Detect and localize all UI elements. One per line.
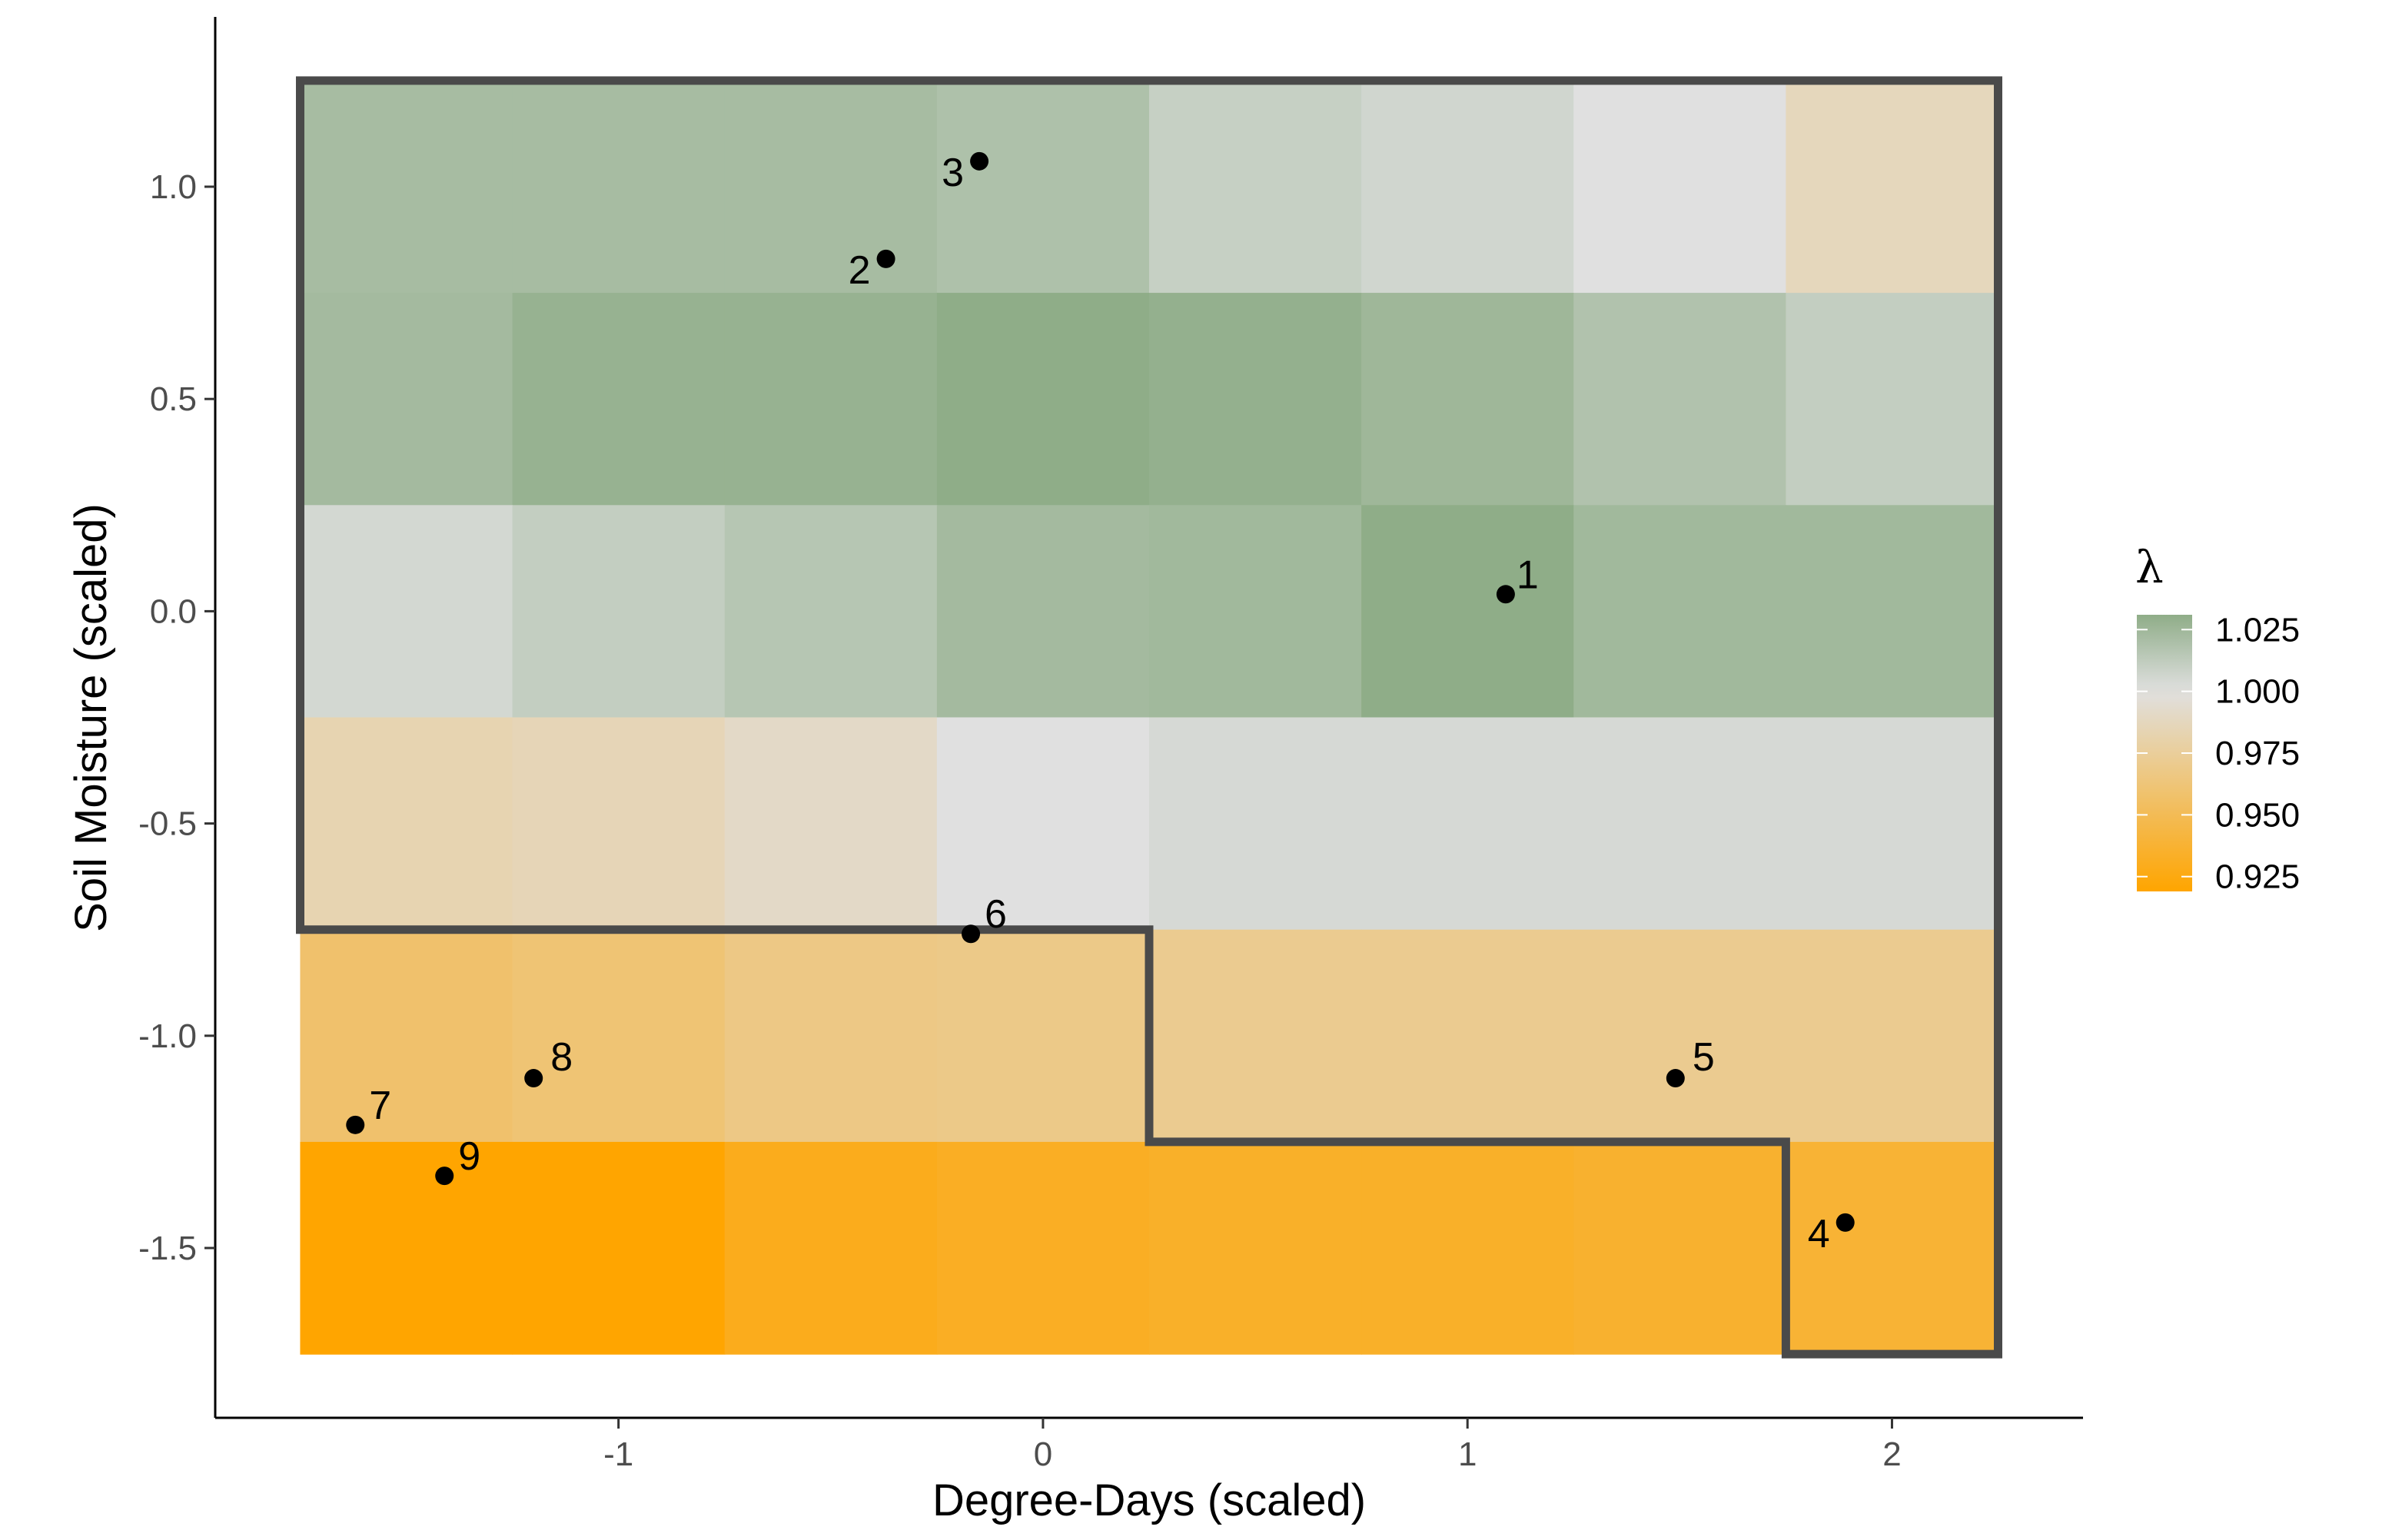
heatmap-tile: [936, 505, 1150, 719]
point-label: 6: [985, 892, 1007, 937]
heatmap-tile: [512, 80, 726, 294]
heatmap-tile: [724, 929, 938, 1143]
heatmap-tile: [300, 80, 513, 294]
point-label: 4: [1808, 1212, 1830, 1256]
heatmap-tile: [1573, 717, 1787, 931]
heatmap-tile: [512, 717, 726, 931]
y-tick-label: 1.0: [150, 168, 197, 206]
heatmap-tile: [512, 1141, 726, 1355]
point-label: 5: [1693, 1035, 1715, 1080]
heatmap-tile: [1361, 1141, 1574, 1355]
x-tick-label: 0: [1034, 1435, 1052, 1473]
heatmap-tile: [1573, 929, 1787, 1143]
heatmap-tile: [300, 929, 513, 1143]
heatmap-tile: [1786, 80, 1999, 294]
point-label: 2: [849, 248, 871, 293]
heatmap-tile: [300, 505, 513, 719]
heatmap-tile: [724, 293, 938, 506]
x-axis-title: Degree-Days (scaled): [932, 1475, 1366, 1525]
data-point: [1666, 1069, 1685, 1088]
region-boundary: [296, 76, 2002, 1359]
data-point: [346, 1115, 365, 1134]
point-label: 9: [458, 1134, 480, 1179]
heatmap-tile: [1149, 80, 1362, 294]
y-axis-title: Soil Moisture (scaled): [66, 503, 116, 932]
data-point: [1496, 585, 1515, 604]
heatmap-tile: [936, 929, 1150, 1143]
heatmap-tile: [936, 293, 1150, 506]
heatmap-tile: [936, 717, 1150, 931]
point-label: 8: [550, 1035, 573, 1080]
heatmap-tile: [1149, 929, 1362, 1143]
heatmap-tile: [1786, 929, 1999, 1143]
heatmap-tile: [300, 1141, 513, 1355]
legend-title: λ: [2135, 541, 2164, 593]
heatmap-tile: [300, 717, 513, 931]
x-tick-label: -1: [603, 1435, 633, 1473]
heatmap-tile: [724, 80, 938, 294]
data-point: [970, 151, 989, 171]
x-tick-label: 2: [1882, 1435, 1901, 1473]
point-label: 3: [942, 151, 964, 195]
legend-label: 0.925: [2215, 858, 2300, 896]
heatmap-tile: [1573, 293, 1787, 506]
data-point: [435, 1167, 454, 1186]
heatmap-tile: [936, 80, 1150, 294]
heatmap-tile: [1361, 293, 1574, 506]
data-point: [1836, 1213, 1855, 1232]
heatmap-tiles: [300, 80, 1999, 1355]
heatmap-tile: [1786, 293, 1999, 506]
heatmap-tile: [1786, 505, 1999, 719]
legend-label: 0.950: [2215, 796, 2300, 834]
legend-label: 0.975: [2215, 735, 2300, 772]
data-point: [962, 924, 981, 944]
heatmap-tile: [936, 1141, 1150, 1355]
heatmap-tile: [1573, 505, 1787, 719]
x-tick-label: 1: [1458, 1435, 1477, 1473]
heatmap-tile: [1149, 717, 1362, 931]
y-tick-label: 0.0: [150, 592, 197, 630]
y-tick-label: -0.5: [138, 805, 197, 843]
heatmap-tile: [724, 1141, 938, 1355]
heatmap-tile: [1573, 80, 1787, 294]
color-legend: λ 1.025 1.000 0.975 0.950 0.925: [2135, 541, 2300, 896]
legend-label: 1.025: [2215, 611, 2300, 649]
heatmap-tile: [1361, 929, 1574, 1143]
heatmap-tile: [512, 929, 726, 1143]
point-label: 1: [1517, 553, 1539, 597]
heatmap-tile: [1786, 1141, 1999, 1355]
point-label: 7: [369, 1084, 391, 1128]
heatmap-tile: [1786, 717, 1999, 931]
legend-label: 1.000: [2215, 673, 2300, 711]
y-tick-label: -1.0: [138, 1017, 197, 1055]
heatmap-tile: [512, 505, 726, 719]
heatmap-tile: [1149, 505, 1362, 719]
data-point: [524, 1069, 543, 1088]
data-points: 1 2 3 4 5 6 7 8 9: [346, 151, 1855, 1256]
heatmap-tile: [1149, 293, 1362, 506]
heatmap-tile: [1573, 1141, 1787, 1355]
heatmap-tile: [1149, 1141, 1362, 1355]
heatmap-tile: [1361, 80, 1574, 294]
y-tick-label: 0.5: [150, 380, 197, 418]
heatmap-tile: [300, 293, 513, 506]
heatmap-tile: [1361, 505, 1574, 719]
y-axis-ticks: -1.5 -1.0 -0.5 0.0 0.5 1.0: [138, 168, 215, 1267]
heatmap-tile: [1361, 717, 1574, 931]
x-axis-ticks: -1 0 1 2: [603, 1418, 1902, 1473]
heatmap-tile: [512, 293, 726, 506]
legend-ticks: 1.025 1.000 0.975 0.950 0.925: [2137, 611, 2300, 896]
data-point: [876, 249, 895, 268]
heatmap-tile: [724, 717, 938, 931]
y-tick-label: -1.5: [138, 1230, 197, 1267]
heatmap-tile: [724, 505, 938, 719]
